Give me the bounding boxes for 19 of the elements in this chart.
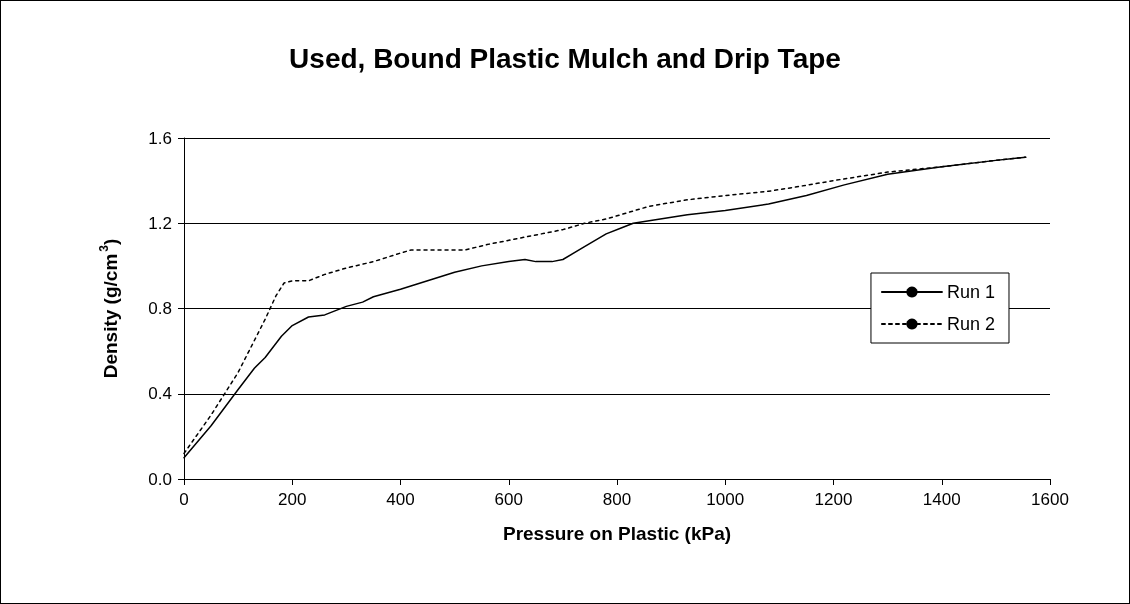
x-tick-label: 1600 xyxy=(1031,490,1069,509)
y-tick-label: 0.8 xyxy=(148,299,172,318)
x-tick-label: 1400 xyxy=(922,490,961,509)
x-tick-label: 1200 xyxy=(814,490,853,509)
x-tick-label: 400 xyxy=(386,490,415,509)
x-tick-label: 0 xyxy=(179,490,189,509)
x-tick-label: 1000 xyxy=(706,490,745,509)
legend-label: Run 2 xyxy=(946,314,996,334)
y-tick-label: 1.6 xyxy=(148,128,172,148)
y-tick-label: 1.2 xyxy=(148,213,172,233)
y-tick-label: 0.4 xyxy=(148,384,172,404)
x-tick-label: 600 xyxy=(494,490,523,509)
chart-title: Used, Bound Plastic Mulch and Drip Tape xyxy=(289,42,841,74)
x-axis-title: Pressure on Plastic (kPa) xyxy=(502,523,732,544)
x-tick-label: 800 xyxy=(602,490,632,509)
legend-label: Run 1 xyxy=(946,282,996,302)
y-tick-label: 0.0 xyxy=(148,469,172,489)
y-axis-title: Density (g/cm3) xyxy=(97,238,121,379)
x-tick-label: 200 xyxy=(278,490,307,509)
